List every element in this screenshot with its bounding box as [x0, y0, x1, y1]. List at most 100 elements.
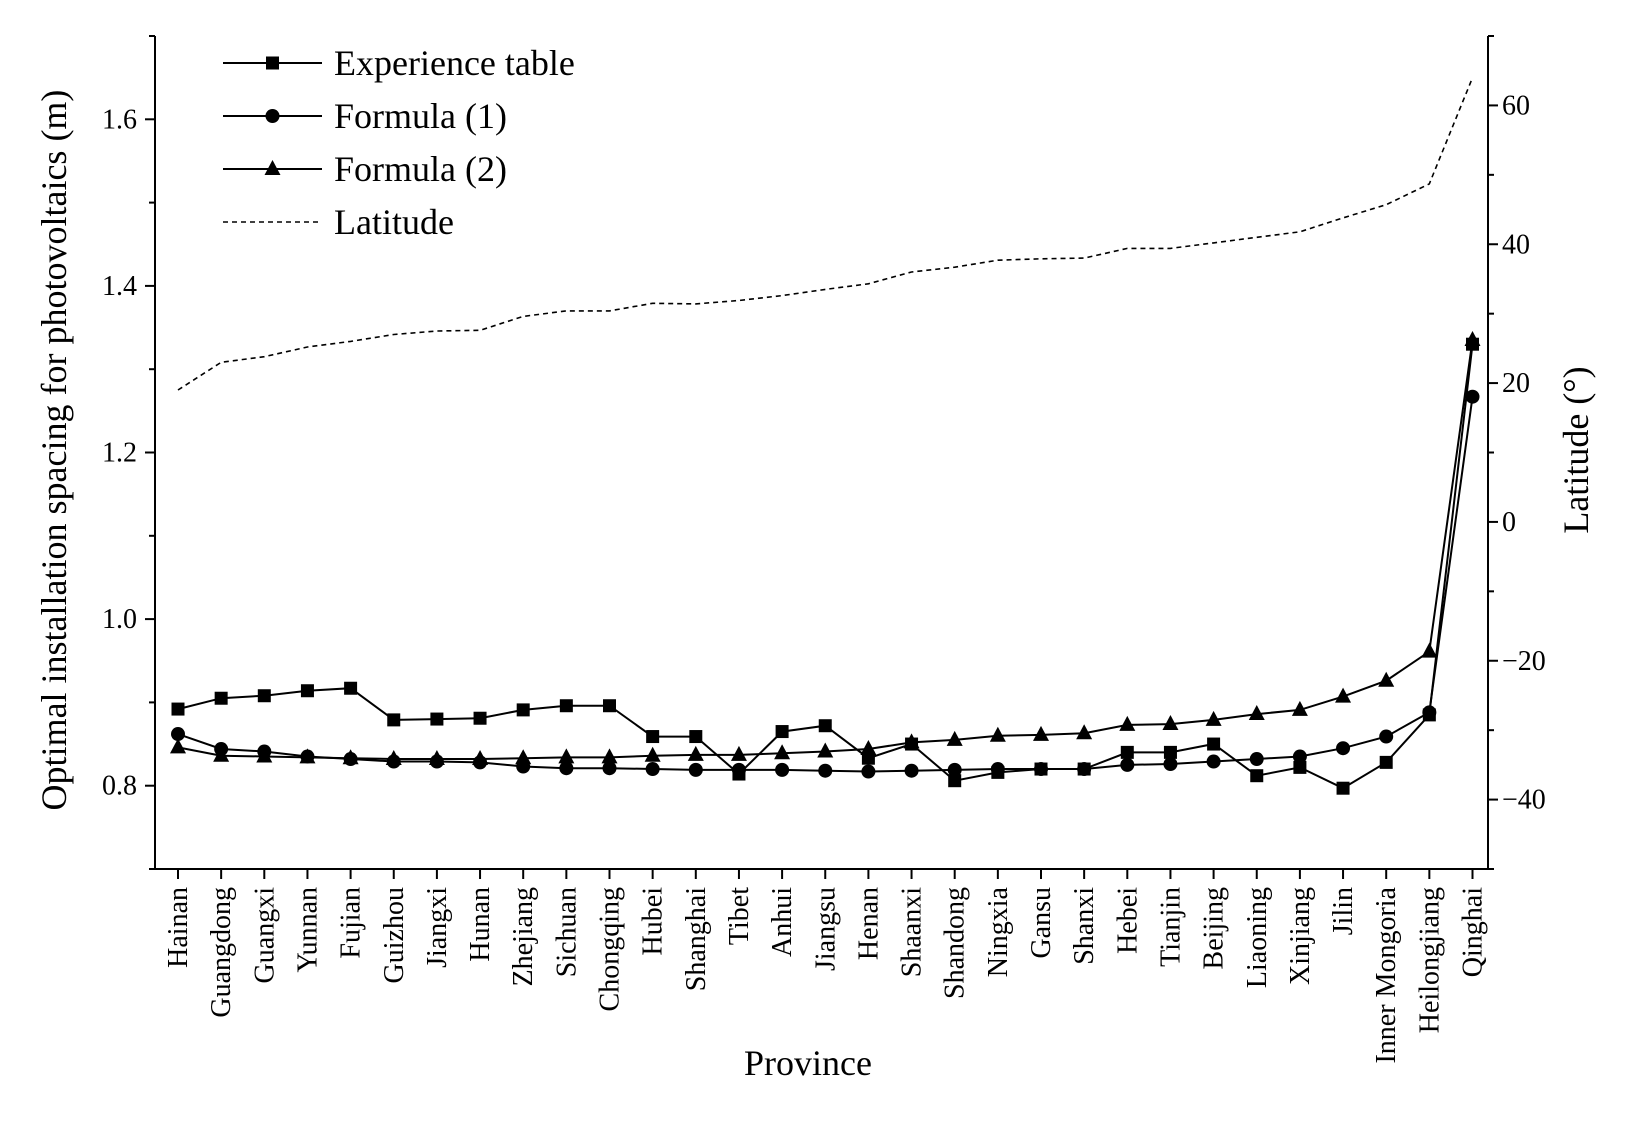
point-experience-table [603, 699, 616, 713]
point-formula-2 [644, 746, 661, 762]
point-formula-1 [1163, 757, 1178, 772]
x-tick-label: Heilongjiang [1414, 887, 1445, 1033]
axes: 0.8 1.0 1.2 1.4 1.6 −40 −20 0 20 40 60 [102, 35, 1546, 879]
point-formula-2 [385, 750, 402, 766]
point-formula-1 [602, 761, 617, 776]
point-experience-table [1293, 760, 1307, 774]
point-formula-2 [1378, 671, 1395, 687]
point-formula-1 [1422, 705, 1437, 720]
x-tick-label: Henan [853, 887, 884, 960]
y2-axis-title: Latitude (°) [1556, 366, 1596, 533]
point-formula-2 [1421, 642, 1438, 658]
point-experience-table [1379, 755, 1393, 769]
point-formula-2 [687, 745, 704, 761]
x-tick-label: Shandong [940, 887, 971, 999]
point-experience-table [1207, 737, 1221, 751]
point-experience-table [171, 702, 185, 716]
y-tick-label: 1.0 [102, 604, 137, 635]
x-tick-labels: Hainan Guangdong Guangxi Yunnan Fujian Guizho… [163, 886, 1489, 1063]
point-experience-table [516, 703, 530, 717]
point-formula-1 [775, 762, 790, 777]
legend: Experience table Formula (1) Formula (2) La… [223, 43, 575, 242]
point-formula-2 [903, 733, 920, 749]
point-formula-2 [170, 738, 186, 754]
point-formula-2 [1119, 715, 1136, 731]
y2-tick-label: 20 [1502, 368, 1530, 399]
point-formula-1 [731, 762, 746, 777]
point-experience-table [257, 689, 271, 703]
legend-label: Latitude [334, 202, 454, 242]
point-formula-2 [1291, 700, 1308, 716]
x-tick-label: Anhui [767, 887, 798, 957]
x-tick-label: Tianjin [1155, 887, 1186, 967]
x-tick-label: Hainan [163, 887, 194, 968]
point-formula-2 [1076, 724, 1093, 740]
x-tick-label: Guangdong [206, 887, 237, 1018]
point-experience-table [300, 684, 314, 698]
point-formula-2 [558, 748, 575, 764]
point-formula-2 [946, 730, 963, 746]
x-tick-label: Jiangxi [422, 887, 453, 968]
series-latitude [177, 77, 1474, 391]
x-tick-label: Xinjiang [1285, 887, 1316, 985]
series-layer [170, 77, 1481, 795]
point-formula-1 [861, 764, 876, 779]
point-experience-table [1336, 781, 1350, 795]
y-tick-label: 1.2 [102, 438, 137, 469]
point-experience-table [559, 699, 573, 713]
y-tick-label: 1.4 [102, 271, 137, 302]
x-axis-title: Province [744, 1043, 872, 1083]
point-formula-2 [1248, 705, 1265, 721]
point-formula-2 [1205, 710, 1222, 726]
point-formula-2 [989, 726, 1006, 742]
point-experience-table [344, 681, 358, 695]
x-tick-label: Shanghai [681, 887, 712, 991]
y-axis-title: Optimal installation spacing for photovo… [34, 90, 74, 811]
legend-marker [265, 109, 280, 123]
point-formula-1 [904, 763, 919, 778]
point-formula-2 [730, 745, 747, 761]
point-formula-2 [1464, 331, 1481, 347]
x-tick-label: Guizhou [379, 887, 410, 983]
point-experience-table [214, 691, 228, 705]
point-formula-2 [817, 742, 834, 758]
x-tick-label: Hubei [638, 887, 669, 956]
point-formula-1 [947, 762, 962, 777]
point-formula-1 [1292, 749, 1307, 764]
point-formula-2 [515, 749, 532, 765]
series-experience-table [171, 337, 1479, 795]
x-tick-label: Qinghai [1458, 887, 1489, 977]
x-tick-label: Shanxi [1069, 887, 1100, 965]
x-tick-label: Chongqing [595, 887, 626, 1011]
point-formula-2 [428, 750, 445, 766]
point-experience-table [689, 730, 703, 744]
legend-item-formula-2: Formula (2) [223, 149, 507, 189]
point-experience-table [1250, 769, 1264, 783]
point-formula-2 [342, 749, 359, 765]
y2-tick-label: 40 [1502, 229, 1530, 260]
point-experience-table [1120, 745, 1134, 759]
legend-item-experience-table: Experience table [223, 43, 575, 83]
x-tick-label: Tibet [724, 887, 755, 945]
y2-tick-label: −40 [1502, 785, 1546, 816]
point-formula-1 [1120, 757, 1135, 772]
point-formula-2 [1033, 725, 1049, 741]
x-tick-label: Inner Mongoria [1371, 886, 1402, 1063]
series-formula-2 [170, 331, 1481, 766]
point-formula-1 [1336, 741, 1351, 756]
x-tick-label: Guangxi [249, 887, 280, 984]
point-formula-1 [1379, 729, 1394, 744]
point-formula-2 [213, 746, 230, 762]
point-formula-1 [990, 762, 1005, 777]
series-line-latitude [177, 77, 1474, 391]
y2-tick-label: 60 [1502, 90, 1530, 121]
point-formula-1 [1077, 762, 1092, 777]
point-experience-table [818, 719, 832, 733]
y-tick-label: 0.8 [102, 771, 137, 802]
x-tick-label: Beijing [1199, 887, 1230, 969]
point-formula-2 [774, 744, 791, 760]
x-tick-label: Liaoning [1242, 887, 1273, 988]
point-formula-1 [1465, 389, 1480, 404]
legend-item-latitude: Latitude [223, 202, 454, 242]
